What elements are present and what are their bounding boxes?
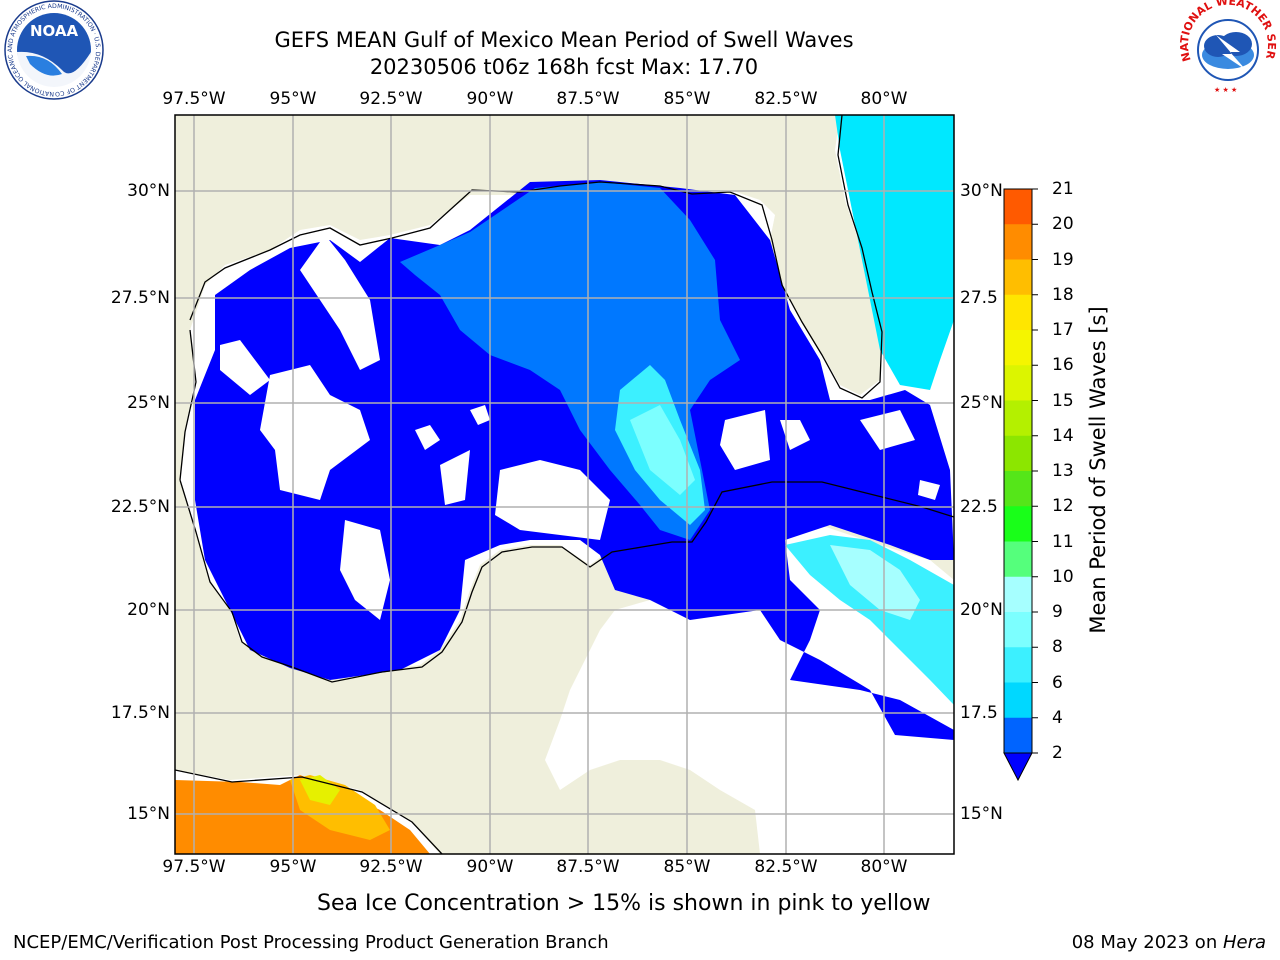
lat-tick-left: 15°N [127,804,170,824]
colorbar-extend-arrow [1003,752,1033,782]
colorbar-tick-label: 6 [1052,672,1063,693]
colorbar-segment [1004,365,1032,401]
lon-tick-bottom: 82.5°W [754,857,818,877]
colorbar-label: Mean Period of Swell Waves [s] [1086,306,1110,634]
colorbar-tick-label: 10 [1052,566,1074,587]
lat-tick-right: 15°N [960,804,1003,824]
lon-tick-top: 87.5°W [556,89,620,109]
colorbar-tick-label: 2 [1052,743,1063,763]
colorbar-tick-label: 11 [1052,531,1074,552]
map-frame [174,114,955,855]
colorbar-tick-label: 14 [1052,425,1074,446]
lon-tick-bottom: 80°W [860,857,908,877]
colorbar-tick-label: 15 [1052,390,1074,411]
footer-date-text: 08 May 2023 on [1071,932,1223,953]
lon-tick-top: 90°W [466,89,514,109]
swell-fill-caribbean [785,535,954,705]
lat-tick-left: 22.5°N [110,497,170,517]
chart-title: GEFS MEAN Gulf of Mexico Mean Period of … [274,28,854,52]
colorbar-tick-label: 16 [1052,355,1074,376]
colorbar-segment [1004,400,1032,437]
lon-tick-top: 85°W [663,89,711,109]
swell-fill-east-florida [835,115,954,390]
footer-host: Hera [1222,932,1266,953]
lon-tick-top: 82.5°W [754,89,818,109]
swell-gaps [220,235,940,620]
colorbar-segment [1004,717,1032,754]
swell-fill-gulf-8s [630,405,695,495]
lon-tick-bottom: 87.5°W [556,857,620,877]
colorbar-segment [1004,294,1032,331]
colorbar-tick-label: 20 [1052,214,1074,235]
colorbar-segment [1004,682,1032,719]
swell-fill-pacific-15s [300,775,340,805]
footer-date: 08 May 2023 on Hera [1072,932,1266,954]
colorbar-segment [1004,259,1032,296]
lon-tick-bottom: 92.5°W [359,857,423,877]
lat-tick-right: 27.5 [960,288,998,308]
lon-tick-top: 95°W [269,89,317,109]
lon-tick-top: 80°W [860,89,908,109]
colorbar-segment [1004,612,1032,648]
swell-fill-caribbean-8-9s [830,545,920,620]
lat-tick-right: 20°N [960,600,1003,620]
colorbar-segment [1004,506,1032,542]
colorbar-segment [1004,541,1032,578]
lat-tick-right: 25°N [960,393,1003,413]
noaa-logo-text: NOAA [30,22,79,40]
colorbar-tick-label: 21 [1052,179,1074,199]
footer-branch: NCEP/EMC/Verification Post Processing Pr… [13,932,609,953]
colorbar-tick-label: 13 [1052,461,1074,481]
lon-tick-bottom: 90°W [466,857,514,877]
map-gridlines [175,115,954,854]
coastline [175,115,954,854]
colorbar-segment [1004,189,1032,225]
lat-tick-left: 27.5°N [110,288,170,308]
colorbar-tick-label: 17 [1052,320,1074,340]
lon-tick-top: 92.5°W [359,89,423,109]
lat-tick-right: 30°N [960,181,1003,201]
lon-tick-bottom: 85°W [663,857,711,877]
lat-tick-right: 22.5 [960,497,998,517]
lon-tick-bottom: 95°W [269,857,317,877]
colorbar-segment [1004,224,1032,260]
noaa-logo: NATIONAL OCEANIC AND ATMOSPHERIC ADMINIS… [2,0,104,100]
colorbar-tick-label: 18 [1052,284,1074,305]
nws-logo: NATIONAL WEATHER SERVICE ★ ★ ★ [1176,0,1278,98]
nws-star-icon: ★ ★ ★ [1214,86,1237,94]
sea-ice-caption: Sea Ice Concentration > 15% is shown in … [317,891,931,916]
lat-tick-left: 17.5°N [110,703,170,723]
colorbar-segment [1004,576,1032,613]
colorbar-tick-label: 9 [1052,602,1063,622]
colorbar-segment [1004,647,1032,683]
lat-tick-left: 30°N [127,181,170,201]
colorbar-tick-label: 4 [1052,707,1063,728]
colorbar-tick-label: 19 [1052,249,1074,270]
lon-tick-bottom: 97.5°W [162,857,226,877]
colorbar-tick-label: 8 [1052,637,1063,658]
colorbar-segment [1004,435,1032,472]
chart-subtitle: 20230506 t06z 168h fcst Max: 17.70 [369,55,759,79]
lat-tick-left: 25°N [127,393,170,413]
colorbar-segment [1004,330,1032,366]
lat-tick-right: 17.5 [960,703,998,723]
lon-tick-top: 97.5°W [162,89,226,109]
colorbar [1003,188,1038,782]
lat-tick-left: 20°N [127,600,170,620]
colorbar-segment [1004,471,1032,507]
colorbar-tick-label: 12 [1052,496,1074,517]
